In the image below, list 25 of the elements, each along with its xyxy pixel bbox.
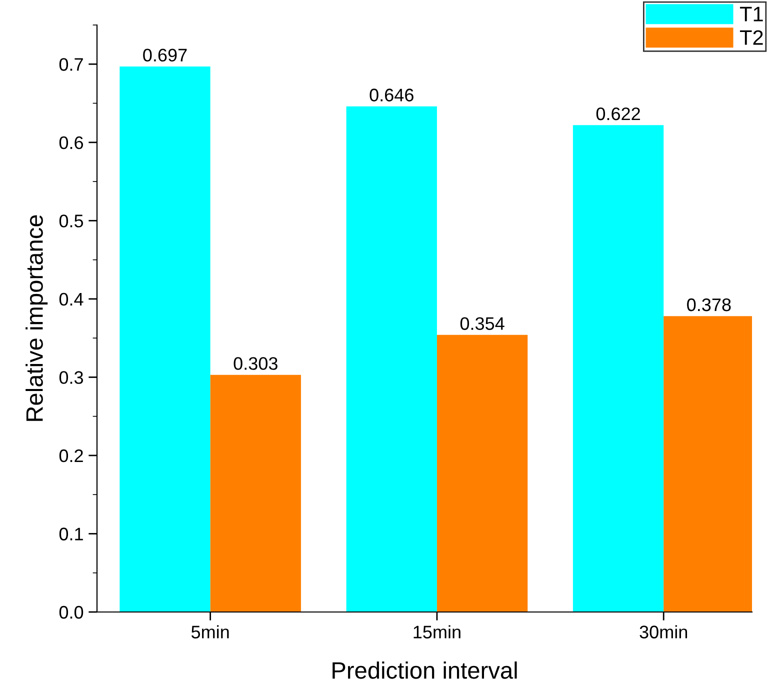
y-axis-title: Relative importance <box>26 215 48 421</box>
x-tick-label: 30min <box>640 625 688 638</box>
data-label: 0.378 <box>687 298 731 312</box>
legend-label: T1 <box>740 6 763 22</box>
y-tick-label: 0.3 <box>59 371 84 384</box>
y-tick-label: 0.0 <box>59 606 84 619</box>
y-tick-label: 0.7 <box>59 58 83 71</box>
y-tick-label: 0.1 <box>59 528 83 540</box>
legend-label: T2 <box>740 30 763 45</box>
bar <box>436 334 528 612</box>
data-label: 0.646 <box>370 88 414 102</box>
data-label: 0.622 <box>596 107 640 120</box>
y-tick-label: 0.6 <box>59 136 84 150</box>
bar <box>210 374 301 612</box>
y-tick-label: 0.5 <box>59 214 84 228</box>
x-tick-label: 5min <box>191 625 229 638</box>
data-label: 0.354 <box>460 317 504 330</box>
x-tick-label: 15min <box>414 625 460 638</box>
data-label: 0.303 <box>234 357 278 370</box>
bar <box>346 106 437 612</box>
x-axis-title: Prediction interval <box>332 661 517 679</box>
y-tick-label: 0.4 <box>59 292 84 306</box>
data-label: 0.697 <box>143 48 187 62</box>
bar <box>120 66 210 612</box>
y-tick-label: 0.2 <box>59 449 83 462</box>
